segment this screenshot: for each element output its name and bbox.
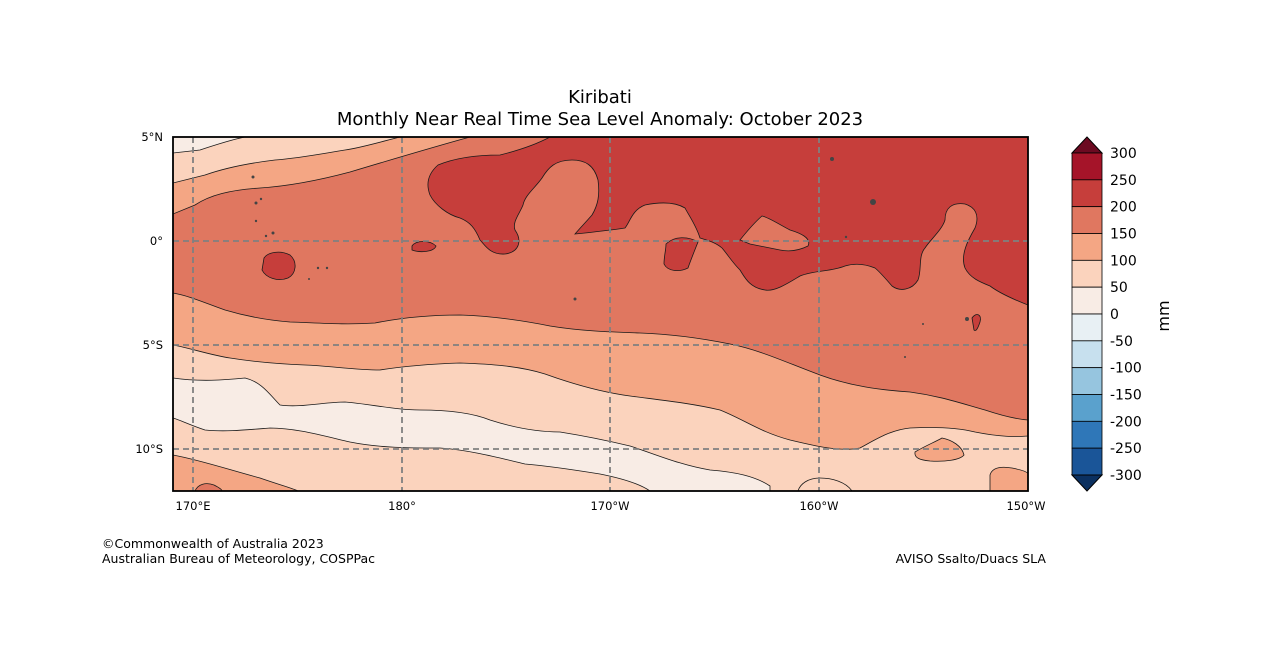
map-title: Kiribati bbox=[568, 87, 632, 108]
colorbar-swatch bbox=[1071, 233, 1103, 261]
contour-200-250-island-b bbox=[411, 241, 437, 253]
colorbar-swatch bbox=[1071, 152, 1103, 181]
contour-200-250-main bbox=[427, 137, 1028, 306]
colorbar-swatch bbox=[1071, 447, 1103, 476]
contour-0-50-south bbox=[173, 377, 771, 491]
lon-label-170e: 170°E bbox=[176, 499, 211, 513]
colorbar-tick-label: -300 bbox=[1110, 468, 1142, 484]
colorbar-tick-label: 250 bbox=[1110, 173, 1137, 189]
colorbar-swatch bbox=[1071, 179, 1103, 208]
colorbar-tick-label: -150 bbox=[1110, 388, 1142, 404]
colorbar-swatch bbox=[1071, 367, 1103, 395]
contour-200-250-island-d bbox=[971, 314, 981, 331]
contour-200-250-island-c bbox=[663, 237, 699, 272]
contour-100-150-s-central bbox=[797, 477, 853, 491]
contour-100-150-se-2 bbox=[989, 466, 1028, 491]
latitude-labels: 5°N 0° 5°S 10°S bbox=[135, 130, 163, 456]
island-markers bbox=[251, 157, 969, 358]
map-frame bbox=[172, 136, 1029, 492]
lon-label-180: 180° bbox=[388, 499, 416, 513]
lat-label-5n: 5°N bbox=[141, 130, 163, 144]
colorbar-swatch bbox=[1071, 259, 1103, 288]
colorbar-tick-label: 300 bbox=[1110, 146, 1137, 162]
colorbar-tick-label: 100 bbox=[1110, 253, 1137, 269]
colorbar-tick-label: 150 bbox=[1110, 227, 1137, 243]
colorbar-swatch bbox=[1071, 340, 1103, 369]
copyright-credit: ©Commonwealth of Australia 2023 bbox=[102, 536, 324, 551]
longitude-labels: 170°E 180° 170°W 160°W 150°W bbox=[176, 499, 1046, 513]
colorbar-swatch bbox=[1071, 420, 1103, 449]
map-subtitle: Monthly Near Real Time Sea Level Anomaly… bbox=[336, 109, 864, 130]
contour-50-100-south bbox=[173, 344, 1028, 491]
colorbar-tick-label: -100 bbox=[1110, 361, 1142, 377]
contour-50-100-north bbox=[173, 137, 401, 184]
data-source-credit: AVISO Ssalto/Duacs SLA bbox=[895, 551, 1046, 566]
lon-label-150w: 150°W bbox=[1006, 499, 1045, 513]
lat-label-10s: 10°S bbox=[135, 442, 163, 456]
colorbar-extend-min bbox=[1070, 474, 1104, 492]
colorbar-tick-label: -250 bbox=[1110, 441, 1142, 457]
colorbar-tick-label: 0 bbox=[1110, 307, 1119, 323]
colorbar-swatch bbox=[1071, 206, 1103, 234]
colorbar-tick-label: -50 bbox=[1110, 334, 1133, 350]
colorbar-tick-label: -200 bbox=[1110, 414, 1142, 430]
lat-label-0: 0° bbox=[150, 234, 163, 248]
colorbar-tick-label: 200 bbox=[1110, 200, 1137, 216]
colorbar-tick-label: 50 bbox=[1110, 280, 1128, 296]
contour-100-150-se bbox=[914, 437, 965, 462]
contour-150-200-inlet-a bbox=[739, 215, 810, 252]
colorbar-swatch bbox=[1071, 313, 1103, 342]
colorbar-units: mm bbox=[1154, 300, 1173, 331]
lat-label-5s: 5°S bbox=[143, 338, 163, 352]
agency-credit: Australian Bureau of Meteorology, COSPPa… bbox=[102, 551, 375, 566]
colorbar: 300 250 200 150 100 50 0 -50 -100 -150 -200 -250 -30… bbox=[1070, 136, 1142, 492]
colorbar-swatch bbox=[1071, 286, 1103, 315]
lon-label-160w: 160°W bbox=[799, 499, 838, 513]
contour-field bbox=[173, 137, 1028, 491]
contour-200-250-island-a bbox=[261, 251, 296, 280]
graticule bbox=[173, 137, 1028, 491]
lon-label-170w: 170°W bbox=[590, 499, 629, 513]
colorbar-extend-max bbox=[1070, 136, 1104, 154]
colorbar-swatch bbox=[1071, 394, 1103, 422]
